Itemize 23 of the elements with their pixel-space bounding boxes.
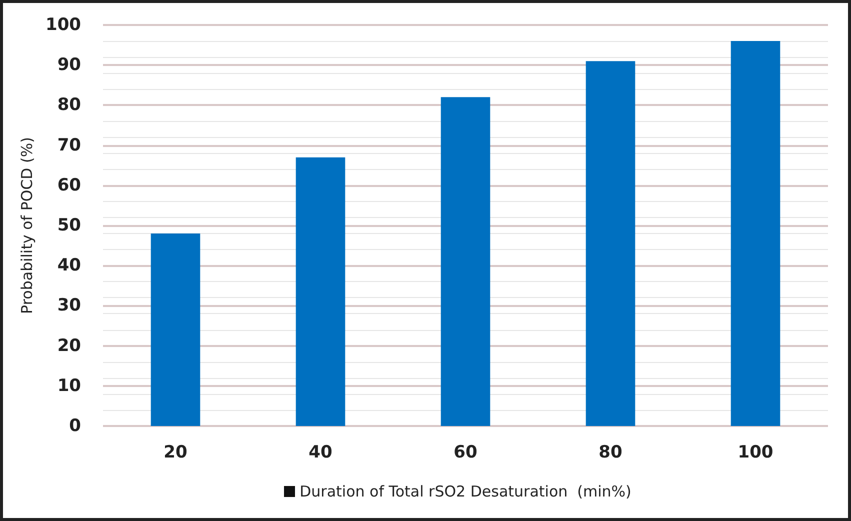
x-tick-label: 100 [738,442,774,462]
y-tick-label: 60 [57,175,82,196]
y-tick-label: 50 [57,216,82,236]
y-tick-label: 10 [57,376,82,396]
x-axis-title: Duration of Total rSO2 Desaturation (min%) [300,482,632,500]
y-tick-label: 70 [57,135,82,156]
x-tick-label: 40 [308,442,332,462]
y-axis-title: Probability of POCD (%) [18,137,36,314]
y-tick-label: 80 [57,95,82,116]
bar [586,61,636,426]
y-tick-label: 90 [57,55,82,76]
y-tick-label: 40 [57,256,82,276]
y-tick-label: 20 [57,336,82,356]
bar [440,97,490,426]
x-tick-label: 20 [164,442,188,462]
y-tick-label: 30 [57,296,82,316]
y-tick-label: 0 [69,416,82,436]
bar [150,234,200,426]
bar [296,157,346,426]
y-tick-label: 100 [46,15,82,35]
bar [730,41,780,426]
x-tick-label: 80 [598,442,622,462]
x-tick-label: 60 [454,442,478,462]
